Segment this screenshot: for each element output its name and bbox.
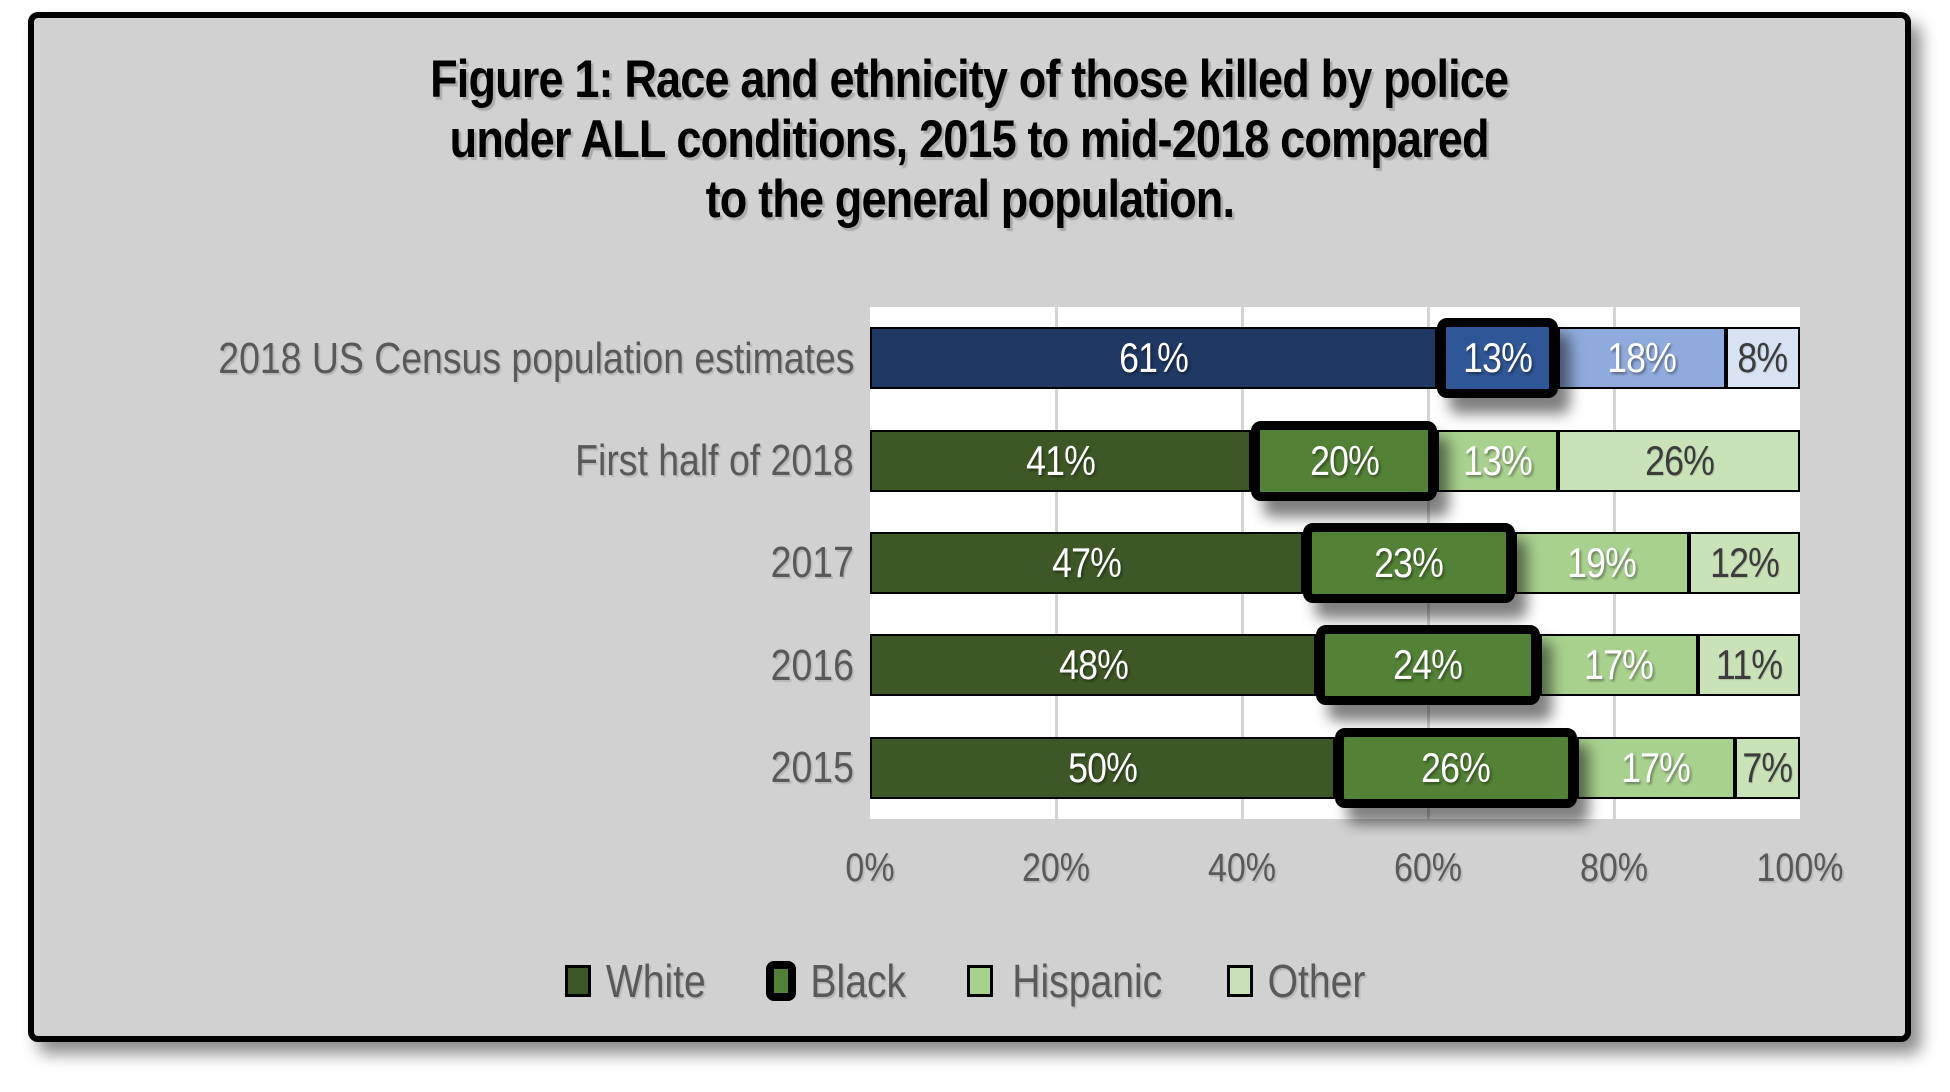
legend-item-other: Other xyxy=(1227,954,1374,1008)
plot-area: 61% 13% 18% 8% 41% 20% 13% 26% 47% 23% 19% 12% 48% 24… xyxy=(870,307,1800,819)
title-line-3: to the general population. xyxy=(705,170,1234,229)
bar-row-2017: 47% 23% 19% 12% xyxy=(870,523,1800,603)
segment-value-label: 48% xyxy=(1058,641,1129,689)
figure-title: Figure 1: Race and ethnicity of those ki… xyxy=(34,50,1905,230)
bar-segment-black: 23% xyxy=(1302,523,1515,603)
segment-value-label: 47% xyxy=(1051,539,1122,586)
title-line-1: Figure 1: Race and ethnicity of those ki… xyxy=(430,50,1509,109)
category-label-text: 2017 xyxy=(770,538,854,588)
category-label-text: First half of 2018 xyxy=(575,435,854,485)
bar-segment-other: 12% xyxy=(1689,532,1800,594)
x-axis-tick-label: 0% xyxy=(845,846,895,890)
category-label: 2017 xyxy=(50,512,854,615)
segment-value-label: 13% xyxy=(1463,334,1533,382)
segment-value-label: 26% xyxy=(1421,743,1491,791)
bar-row-2016: 48% 24% 17% 11% xyxy=(870,625,1800,706)
segment-value-label: 7% xyxy=(1742,743,1793,791)
bar-segment-white: 48% xyxy=(870,634,1317,697)
legend-swatch-black xyxy=(766,961,797,1001)
legend-label: Other xyxy=(1267,955,1366,1007)
legend-swatch-other xyxy=(1227,965,1254,997)
bar-segment-hispanic: 18% xyxy=(1558,327,1726,390)
x-axis-tick-label: 80% xyxy=(1579,846,1649,890)
title-line-2: under ALL conditions, 2015 to mid-2018 c… xyxy=(450,110,1490,169)
x-axis-tick-label: 20% xyxy=(1021,846,1091,890)
bar-segment-hispanic: 13% xyxy=(1437,429,1559,492)
bar-segment-hispanic: 19% xyxy=(1514,532,1690,594)
category-label: 2016 xyxy=(50,614,854,717)
legend-swatch-white xyxy=(564,965,591,997)
bar-row-2018-us-census-population-estimates: 61% 13% 18% 8% xyxy=(870,318,1800,399)
bar-segment-black: 13% xyxy=(1437,318,1559,399)
segment-value-label: 26% xyxy=(1644,436,1715,484)
bar-row-2015: 50% 26% 17% 7% xyxy=(870,727,1800,808)
segment-value-label: 24% xyxy=(1393,641,1464,689)
segment-value-label: 19% xyxy=(1567,539,1638,586)
bar-segment-hispanic: 17% xyxy=(1539,634,1698,697)
segment-value-label: 41% xyxy=(1026,436,1096,484)
segment-value-label: 11% xyxy=(1715,641,1783,689)
bar-segment-other: 7% xyxy=(1734,736,1800,799)
bar-segment-other: 26% xyxy=(1558,429,1800,492)
legend-swatch-hispanic xyxy=(966,965,993,997)
bar-segment-white: 50% xyxy=(870,736,1335,799)
legend-item-black: Black xyxy=(766,954,914,1008)
bar-segment-white: 61% xyxy=(870,327,1438,390)
segment-value-label: 20% xyxy=(1309,436,1380,484)
bar-segment-white: 41% xyxy=(870,429,1252,492)
segment-value-label: 18% xyxy=(1607,334,1677,382)
bar-segment-black: 26% xyxy=(1335,727,1577,808)
legend: White Black Hispanic Other xyxy=(34,946,1905,1016)
segment-value-label: 8% xyxy=(1737,334,1789,382)
legend-label: Hispanic xyxy=(1012,955,1162,1007)
category-label: 2018 US Census population estimates xyxy=(50,307,854,410)
bar-segment-other: 11% xyxy=(1697,634,1800,697)
category-label-text: 2018 US Census population estimates xyxy=(217,333,854,383)
x-axis-tick-label: 100% xyxy=(1756,846,1844,890)
segment-value-label: 61% xyxy=(1119,334,1189,382)
category-label: 2015 xyxy=(50,717,854,820)
category-label-text: 2015 xyxy=(770,743,854,793)
bar-segment-hispanic: 17% xyxy=(1576,736,1735,799)
legend-label: Black xyxy=(810,955,907,1007)
segment-value-label: 17% xyxy=(1584,641,1654,689)
bar-segment-black: 24% xyxy=(1316,625,1540,706)
legend-label: White xyxy=(605,955,706,1007)
bar-segment-other: 8% xyxy=(1725,327,1800,390)
segment-value-label: 13% xyxy=(1463,436,1533,484)
bar-segment-white: 47% xyxy=(870,532,1303,594)
figure-panel: Figure 1: Race and ethnicity of those ki… xyxy=(28,12,1911,1042)
legend-item-hispanic: Hispanic xyxy=(966,954,1175,1008)
segment-value-label: 50% xyxy=(1068,743,1138,791)
segment-value-label: 12% xyxy=(1710,539,1780,586)
segment-value-label: 17% xyxy=(1621,743,1691,791)
x-axis-tick-label: 40% xyxy=(1207,846,1277,890)
segment-value-label: 23% xyxy=(1374,539,1444,586)
category-label: First half of 2018 xyxy=(50,409,854,512)
x-axis-tick-label: 60% xyxy=(1393,846,1463,890)
legend-item-white: White xyxy=(564,954,715,1008)
bar-row-first-half-of-2018: 41% 20% 13% 26% xyxy=(870,420,1800,501)
x-axis: 0% 20% 40% 60% 80% 100% xyxy=(845,846,1843,896)
bar-segment-black: 20% xyxy=(1251,420,1438,501)
category-label-text: 2016 xyxy=(770,640,854,690)
